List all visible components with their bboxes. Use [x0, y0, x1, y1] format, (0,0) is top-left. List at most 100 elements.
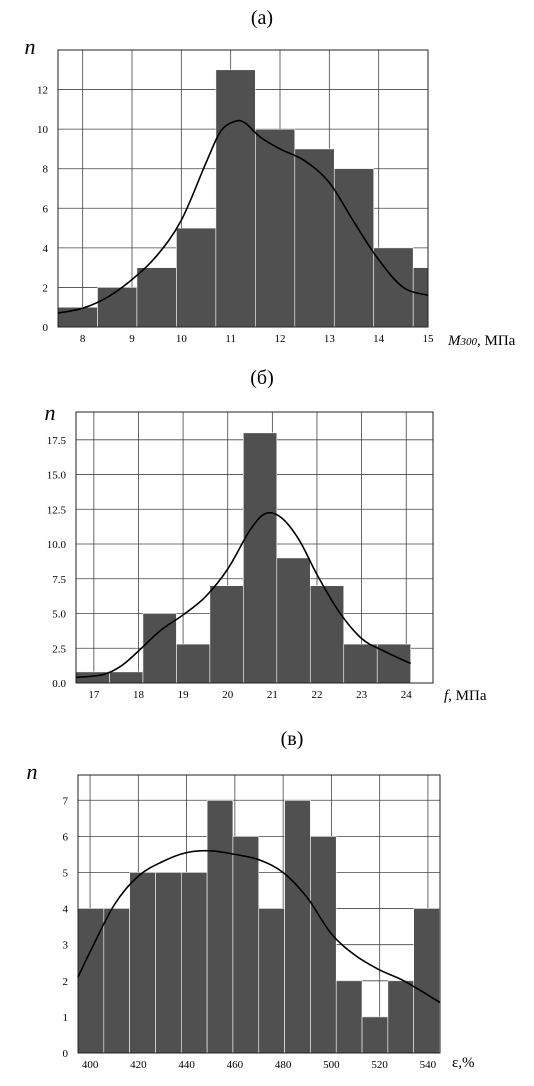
panel-a-x-tick-0: 8	[80, 333, 86, 345]
panel-c-ylabel: n	[27, 759, 38, 784]
panel-b-y-tick-4: 10.0	[47, 539, 67, 551]
panel-a-xlabel-sub: 300	[460, 336, 478, 348]
panel-c-xlabel: ε,%	[452, 1055, 475, 1071]
panel-b-xlabel: f, МПа	[444, 688, 487, 704]
panel-b-x-tick-4: 21	[267, 689, 278, 701]
panel-a-y-tick-0: 0	[43, 322, 49, 334]
panel-b-x-tick-0: 17	[88, 689, 100, 701]
panel-a-bar-3	[176, 227, 217, 328]
panel-a-x-tick-2: 10	[176, 333, 188, 345]
panel-a-x-tick-3: 11	[225, 333, 236, 345]
panel-b: (б) n f, МПа 17 18 19 20 21 22 23 24 0.0 2.5 5.0 7.…	[45, 367, 487, 704]
panel-a-y-tick-4: 8	[43, 164, 49, 176]
panel-b-x-tick-3: 20	[222, 689, 234, 701]
panel-a-y-tick-3: 6	[43, 203, 49, 215]
panel-c: (в) n ε,% 400 420 440 460 480 500 520 540 0 1 2 3 4 5…	[27, 728, 475, 1071]
panel-b-xlabel-unit: , МПа	[448, 688, 487, 704]
panel-c-y-tick-0: 0	[63, 1048, 69, 1060]
panel-c-bar-8	[284, 799, 311, 1054]
panel-c-density-curve	[77, 849, 441, 1004]
panel-a-bar-4	[215, 69, 256, 328]
panel-a-y-tick-2: 4	[43, 243, 49, 255]
panel-b-ylabel: n	[45, 400, 56, 425]
panel-c-x-tick-5: 500	[323, 1059, 340, 1071]
panel-b-x-tick-5: 22	[311, 689, 322, 701]
panel-a-density-curve	[57, 119, 429, 314]
panel-c-y-tick-4: 4	[63, 904, 69, 916]
panel-a-ylabel: n	[25, 34, 36, 59]
panel-b-bar-7	[309, 585, 345, 684]
panel-a-y-tick-1: 2	[43, 282, 49, 294]
panel-c-y-tick-6: 6	[63, 831, 69, 843]
panel-c-bar-10	[335, 980, 363, 1054]
panel-a-y-ticks: 0 2 4 6 8 10 12	[37, 85, 49, 334]
panel-b-density-curve	[75, 511, 412, 679]
panel-c-x-ticks: 400 420 440 460 480 500 520 540	[82, 1059, 437, 1071]
panel-a-x-tick-4: 12	[275, 333, 286, 345]
panel-a-bar-5	[255, 128, 296, 328]
panel-c-x-tick-3: 460	[227, 1059, 244, 1071]
panel-b-x-tick-6: 23	[356, 689, 368, 701]
panel-b-bar-6	[276, 557, 311, 684]
panel-c-bar-11	[361, 1016, 389, 1054]
panel-b-y-tick-1: 2.5	[52, 643, 66, 655]
panel-c-x-tick-7: 540	[420, 1059, 437, 1071]
panel-c-label: (в)	[281, 728, 304, 750]
panel-a-bar-2	[136, 267, 177, 328]
panel-c-bars	[77, 799, 440, 1054]
panel-b-x-tick-1: 18	[133, 689, 145, 701]
panel-c-bar-7	[258, 908, 285, 1054]
panel-b-y-ticks: 0.0 2.5 5.0 7.5 10.0 12.5 15.0 17.5	[47, 435, 67, 690]
panel-b-y-tick-0: 0.0	[52, 678, 66, 690]
panel-c-x-tick-6: 520	[371, 1059, 388, 1071]
panel-c-bar-6	[232, 836, 260, 1054]
panel-c-xlabel-main: ε,%	[452, 1055, 475, 1071]
panel-c-x-tick-1: 420	[130, 1059, 147, 1071]
panel-a: (а) n M300, МПа 8 9 10 11 12 13 14 15 0 2 4 6 8 10 12	[25, 7, 516, 349]
panel-c-bar-12	[387, 980, 414, 1054]
panel-a-bars	[57, 69, 429, 328]
panel-a-x-ticks: 8 9 10 11 12 13 14 15	[80, 333, 434, 345]
panel-c-bar-4	[180, 872, 208, 1054]
panel-a-xlabel: M300, МПа	[447, 333, 516, 349]
panel-b-bar-1	[109, 671, 144, 684]
panel-c-y-tick-1: 1	[63, 1012, 69, 1024]
panel-c-y-ticks: 0 1 2 3 4 5 6 7	[63, 795, 69, 1060]
panel-c-x-tick-0: 400	[82, 1059, 99, 1071]
panel-b-x-tick-2: 19	[178, 689, 190, 701]
panel-b-bar-4	[209, 585, 244, 684]
panel-b-xlabel-main: f	[444, 688, 450, 704]
panel-b-x-ticks: 17 18 19 20 21 22 23 24	[88, 689, 412, 701]
panel-b-y-tick-6: 15.0	[47, 470, 67, 482]
panel-a-bar-1	[97, 287, 138, 328]
panel-c-bar-2	[129, 872, 156, 1054]
panel-c-y-tick-3: 3	[63, 940, 69, 952]
panel-b-bar-9	[376, 643, 411, 684]
panel-c-bar-13	[413, 908, 440, 1054]
panel-a-bar-6	[294, 148, 335, 328]
panel-b-bars	[75, 432, 411, 684]
panel-b-frame	[75, 411, 434, 684]
panel-a-bar-9	[412, 267, 429, 328]
panel-b-y-tick-2: 5.0	[52, 609, 66, 621]
panel-a-x-tick-1: 9	[129, 333, 135, 345]
panel-c-x-tick-2: 440	[178, 1059, 195, 1071]
panel-a-xlabel-main: M	[447, 333, 462, 349]
panel-c-y-tick-5: 5	[63, 867, 69, 879]
panel-c-frame	[77, 774, 441, 1054]
panel-c-x-tick-4: 480	[275, 1059, 292, 1071]
panel-b-y-tick-5: 12.5	[47, 504, 67, 516]
panel-b-bar-3	[176, 643, 211, 684]
panel-c-y-tick-2: 2	[63, 976, 69, 988]
panel-b-y-tick-3: 7.5	[52, 574, 66, 586]
panel-b-bar-5	[243, 432, 278, 684]
panel-c-bar-1	[103, 908, 130, 1054]
panel-a-frame	[57, 49, 429, 328]
panel-b-x-tick-7: 24	[401, 689, 413, 701]
panel-a-y-tick-6: 12	[37, 85, 48, 97]
panel-a-x-tick-7: 15	[423, 333, 435, 345]
panel-b-y-tick-7: 17.5	[47, 435, 67, 447]
panel-a-x-tick-5: 13	[324, 333, 336, 345]
panel-c-y-tick-7: 7	[63, 795, 69, 807]
